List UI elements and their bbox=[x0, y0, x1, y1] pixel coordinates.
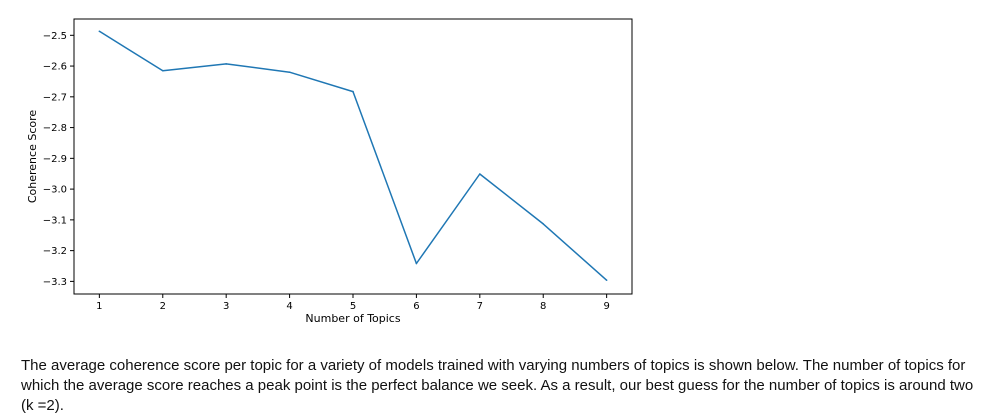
data-point bbox=[98, 30, 101, 33]
x-axis-ticks: 1 2 3 4 5 6 7 8 9 bbox=[96, 294, 610, 312]
x-tick-label: 3 bbox=[223, 301, 229, 312]
y-axis-ticks: −2.5 −2.6 −2.7 −2.8 −2.9 −3.0 −3.1 −3.2 −3.3 bbox=[43, 31, 74, 288]
y-axis-label: Coherence Score bbox=[26, 110, 39, 204]
data-point bbox=[161, 69, 164, 72]
x-tick-label: 6 bbox=[413, 301, 419, 312]
x-tick-label: 7 bbox=[477, 301, 483, 312]
x-tick-label: 4 bbox=[286, 301, 292, 312]
data-point bbox=[479, 173, 481, 175]
y-tick-label: −3.1 bbox=[43, 215, 67, 226]
data-point bbox=[605, 279, 608, 281]
data-point bbox=[542, 223, 545, 225]
series-layer bbox=[98, 30, 608, 281]
data-point bbox=[288, 71, 291, 74]
data-point bbox=[225, 63, 227, 65]
x-tick-label: 1 bbox=[96, 301, 102, 312]
x-tick-label: 9 bbox=[603, 301, 609, 312]
y-tick-label: −3.2 bbox=[43, 246, 67, 257]
y-tick-label: −2.7 bbox=[43, 92, 67, 103]
y-tick-label: −2.9 bbox=[43, 154, 67, 165]
y-tick-label: −2.8 bbox=[43, 123, 67, 134]
x-tick-label: 2 bbox=[160, 301, 166, 312]
y-tick-label: −3.3 bbox=[43, 277, 67, 288]
data-point bbox=[415, 262, 418, 265]
series-line-coherence bbox=[99, 30, 608, 281]
y-tick-label: −3.0 bbox=[43, 185, 67, 196]
x-axis-label: Number of Topics bbox=[305, 312, 400, 325]
y-tick-label: −2.5 bbox=[43, 31, 67, 42]
y-tick-label: −2.6 bbox=[43, 62, 67, 73]
plot-area-frame bbox=[73, 18, 633, 295]
chart-caption: The average coherence score per topic fo… bbox=[21, 357, 974, 414]
data-point bbox=[352, 90, 354, 93]
coherence-chart: −2.5 −2.6 −2.7 −2.8 −2.9 −3.0 −3.1 −3.2 −3.3 1 2 3… bbox=[26, 18, 633, 325]
x-tick-label: 8 bbox=[540, 301, 546, 312]
x-tick-label: 5 bbox=[350, 301, 356, 312]
